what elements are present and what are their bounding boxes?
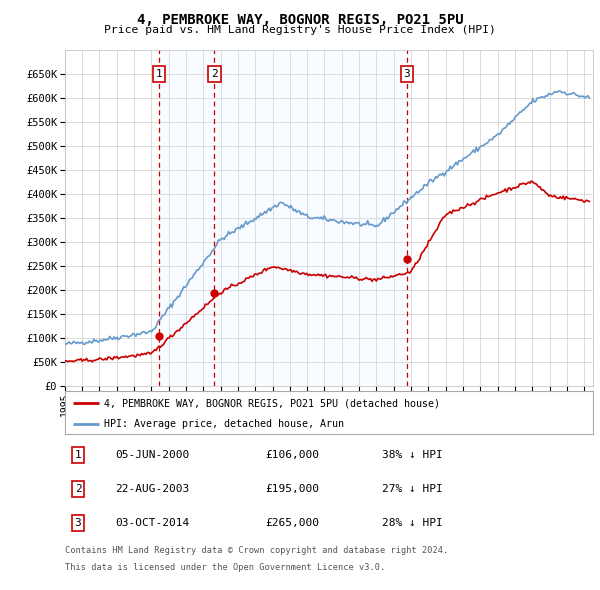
Text: This data is licensed under the Open Government Licence v3.0.: This data is licensed under the Open Gov… (65, 563, 385, 572)
Text: 22-AUG-2003: 22-AUG-2003 (115, 484, 189, 494)
Bar (214, 50, 407, 386)
Text: £265,000: £265,000 (265, 518, 319, 528)
Text: £106,000: £106,000 (265, 450, 319, 460)
Text: 1: 1 (155, 69, 162, 79)
Text: 3: 3 (403, 69, 410, 79)
Text: Contains HM Land Registry data © Crown copyright and database right 2024.: Contains HM Land Registry data © Crown c… (65, 546, 448, 555)
Text: 28% ↓ HPI: 28% ↓ HPI (382, 518, 442, 528)
Text: 05-JUN-2000: 05-JUN-2000 (115, 450, 189, 460)
Text: Price paid vs. HM Land Registry's House Price Index (HPI): Price paid vs. HM Land Registry's House … (104, 25, 496, 35)
Text: 03-OCT-2014: 03-OCT-2014 (115, 518, 189, 528)
Bar (159, 50, 214, 386)
Text: 1: 1 (74, 450, 82, 460)
Text: £195,000: £195,000 (265, 484, 319, 494)
Text: 27% ↓ HPI: 27% ↓ HPI (382, 484, 442, 494)
Text: 3: 3 (74, 518, 82, 528)
Text: 2: 2 (211, 69, 218, 79)
Text: 4, PEMBROKE WAY, BOGNOR REGIS, PO21 5PU: 4, PEMBROKE WAY, BOGNOR REGIS, PO21 5PU (137, 13, 463, 27)
Text: HPI: Average price, detached house, Arun: HPI: Average price, detached house, Arun (104, 419, 344, 430)
Text: 38% ↓ HPI: 38% ↓ HPI (382, 450, 442, 460)
Text: 2: 2 (74, 484, 82, 494)
Text: 4, PEMBROKE WAY, BOGNOR REGIS, PO21 5PU (detached house): 4, PEMBROKE WAY, BOGNOR REGIS, PO21 5PU … (104, 398, 440, 408)
